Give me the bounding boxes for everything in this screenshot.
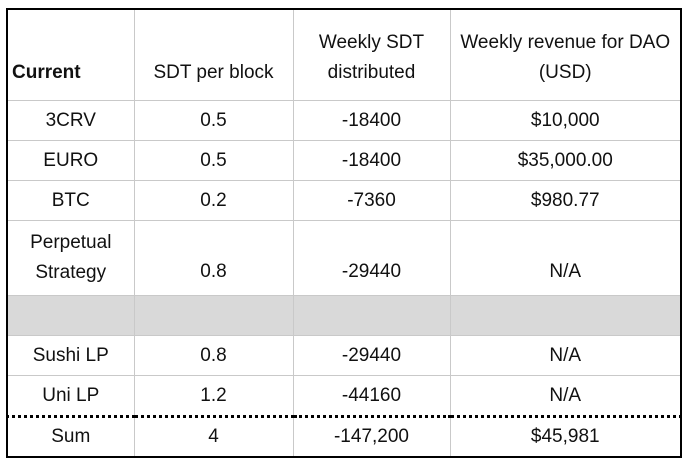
row-weekly-sdt: -44160 xyxy=(292,375,451,417)
row-revenue xyxy=(449,295,682,336)
table-row: Sushi LP 0.8 -29440 N/A xyxy=(6,335,682,376)
row-name: EURO xyxy=(6,140,135,181)
table-row: Perpetual Strategy 0.8 -29440 N/A xyxy=(6,220,682,296)
sum-label: Sum xyxy=(6,415,135,458)
table-row: 3CRV 0.5 -18400 $10,000 xyxy=(6,100,682,141)
row-name: Perpetual Strategy xyxy=(6,220,135,296)
header-weekly-revenue: Weekly revenue for DAO (USD) xyxy=(449,8,682,101)
table-row: EURO 0.5 -18400 $35,000.00 xyxy=(6,140,682,181)
row-revenue: $35,000.00 xyxy=(449,140,682,181)
row-revenue: N/A xyxy=(449,220,682,296)
row-name: BTC xyxy=(6,180,135,221)
row-sdt-per-block: 0.8 xyxy=(133,335,294,376)
row-sdt-per-block: 0.5 xyxy=(133,100,294,141)
blank-row xyxy=(6,295,682,336)
row-weekly-sdt xyxy=(292,295,451,336)
sdt-distribution-table: Current SDT per block Weekly SDT distrib… xyxy=(6,8,682,458)
table-row: BTC 0.2 -7360 $980.77 xyxy=(6,180,682,221)
row-sdt-per-block: 1.2 xyxy=(133,375,294,417)
row-sdt-per-block: 0.8 xyxy=(133,220,294,296)
row-revenue: $980.77 xyxy=(449,180,682,221)
row-sdt-per-block: 0.2 xyxy=(133,180,294,221)
table-container: Current SDT per block Weekly SDT distrib… xyxy=(6,8,682,458)
row-sdt-per-block xyxy=(133,295,294,336)
row-revenue: N/A xyxy=(449,335,682,376)
row-name: 3CRV xyxy=(6,100,135,141)
row-weekly-sdt: -7360 xyxy=(292,180,451,221)
table-row: Uni LP 1.2 -44160 N/A xyxy=(6,375,682,417)
header-row: Current SDT per block Weekly SDT distrib… xyxy=(6,8,682,101)
header-weekly-sdt: Weekly SDT distributed xyxy=(292,8,451,101)
row-weekly-sdt: -18400 xyxy=(292,100,451,141)
row-weekly-sdt: -29440 xyxy=(292,220,451,296)
row-name xyxy=(6,295,135,336)
header-current: Current xyxy=(6,8,135,101)
row-name: Uni LP xyxy=(6,375,135,417)
row-revenue: N/A xyxy=(449,375,682,417)
row-name: Sushi LP xyxy=(6,335,135,376)
row-revenue: $10,000 xyxy=(449,100,682,141)
row-sdt-per-block: 0.5 xyxy=(133,140,294,181)
header-sdt-per-block: SDT per block xyxy=(133,8,294,101)
row-weekly-sdt: -29440 xyxy=(292,335,451,376)
sum-sdt-per-block: 4 xyxy=(133,415,294,458)
row-weekly-sdt: -18400 xyxy=(292,140,451,181)
